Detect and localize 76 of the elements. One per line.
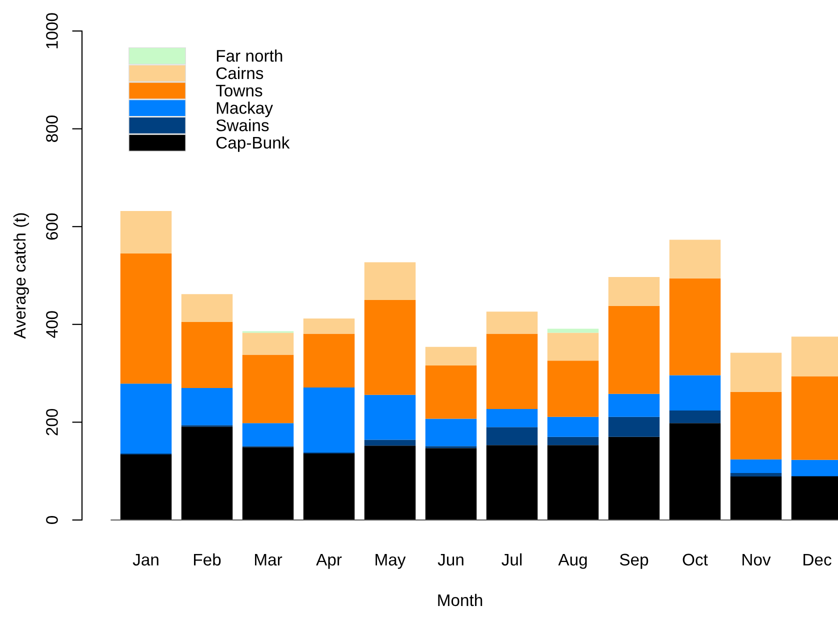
bar [181, 388, 233, 426]
bar [303, 318, 355, 334]
bar [181, 426, 233, 520]
bar [364, 300, 416, 395]
bar [181, 294, 233, 322]
bar [120, 210, 172, 254]
bar [303, 387, 355, 453]
x-tick-label: Sep [620, 554, 648, 569]
bar [730, 473, 782, 476]
y-axis-title: Average catch (t) [13, 213, 29, 339]
bar [547, 416, 599, 437]
x-tick-label: Feb [194, 553, 221, 566]
bar [120, 454, 172, 520]
bar [242, 332, 294, 355]
bar [730, 352, 782, 392]
bar [730, 392, 782, 460]
x-tick-label: Jun [438, 554, 464, 566]
bar [547, 332, 599, 361]
bar [303, 334, 355, 388]
bar [486, 427, 538, 446]
bar [242, 423, 294, 446]
y-tick-label: 200 [46, 408, 58, 436]
bar [364, 446, 416, 520]
y-tick-label: 1000 [46, 13, 58, 48]
bar [608, 276, 660, 306]
bar [608, 306, 660, 394]
bar [242, 354, 294, 424]
bar [425, 346, 477, 366]
bar [364, 440, 416, 446]
legend-label: Swains [216, 119, 269, 132]
x-axis-title: Month [438, 594, 482, 606]
bar [608, 394, 660, 417]
bar [486, 334, 538, 409]
bar [730, 476, 782, 520]
bar [364, 262, 416, 300]
bar [486, 408, 538, 428]
bar [669, 278, 721, 376]
x-tick-label: Nov [742, 554, 771, 566]
x-tick-label: Jul [502, 553, 522, 566]
x-tick-label: Aug [558, 554, 587, 569]
legend-label: Mackay [216, 102, 273, 118]
y-tick-label: 600 [46, 213, 58, 240]
bar [547, 436, 599, 446]
bar [242, 447, 294, 520]
x-tick-label: Jan [132, 554, 158, 566]
bar [486, 312, 538, 334]
x-tick-label: Dec [804, 554, 832, 566]
x-tick-label: Mar [255, 554, 282, 566]
bar [425, 365, 477, 419]
y-tick-label: 800 [46, 116, 58, 142]
y-tick-label: 0 [46, 516, 58, 524]
bar [730, 459, 782, 474]
bar [608, 416, 660, 437]
legend-label: Cap-Bunk [216, 136, 290, 152]
bar [425, 448, 477, 520]
x-tick-label: Apr [316, 554, 342, 569]
y-tick-label: 400 [46, 311, 58, 338]
legend-label: Towns [216, 84, 262, 96]
bar [669, 423, 721, 520]
bar [425, 418, 477, 446]
legend-label: Cairns [216, 66, 264, 80]
bar [547, 360, 599, 417]
bar [120, 384, 172, 454]
bar [303, 453, 355, 520]
legend-label: Far north [216, 50, 282, 62]
bar [608, 436, 660, 520]
bar [669, 410, 721, 424]
x-tick-label: Oct [682, 554, 708, 566]
bar [486, 445, 538, 520]
bar [669, 240, 721, 278]
x-tick-label: May [376, 554, 406, 569]
bar [120, 253, 172, 384]
bar [181, 322, 233, 388]
bar [669, 375, 721, 410]
bar [547, 445, 599, 520]
bar [364, 394, 416, 440]
